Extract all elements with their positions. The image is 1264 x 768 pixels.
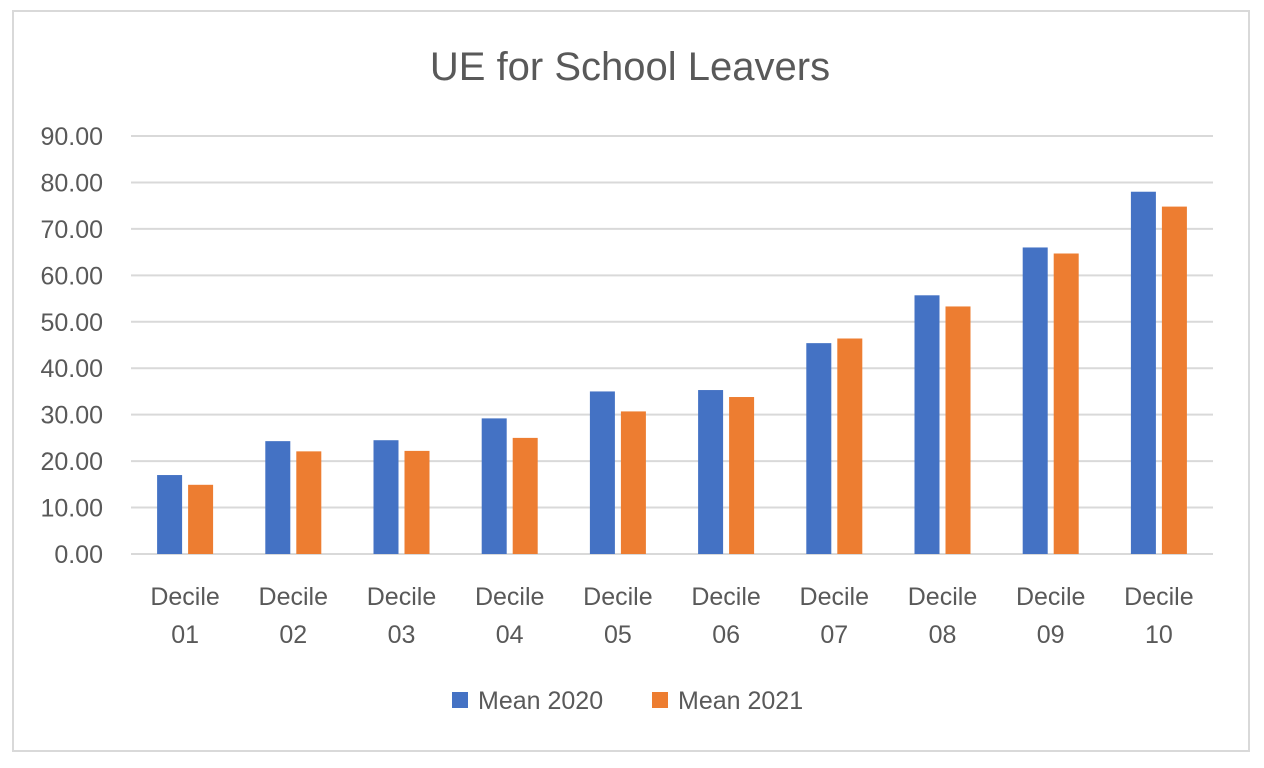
bar-mean-2020-8 [914,295,940,554]
x-category-label: Decile [800,583,869,611]
y-tick-label: 90.00 [40,123,103,151]
legend-label: Mean 2020 [478,687,603,715]
legend-swatch [452,692,468,708]
bar-mean-2020-4 [481,418,507,554]
y-tick-label: 20.00 [40,448,103,476]
x-category-label: 07 [820,621,848,649]
x-category-label: 05 [604,621,632,649]
y-tick-label: 30.00 [40,402,103,430]
x-category-label: Decile [1016,583,1085,611]
x-category-label: 01 [171,621,199,649]
bar-mean-2021-7 [837,338,863,554]
y-tick-label: 0.00 [54,541,103,569]
x-category-label: 08 [929,621,957,649]
bar-mean-2020-6 [698,390,724,554]
y-tick-label: 80.00 [40,169,103,197]
bar-mean-2020-5 [589,391,615,554]
bar-mean-2020-10 [1130,191,1156,554]
x-category-label: 03 [388,621,416,649]
y-tick-label: 10.00 [40,495,103,523]
y-tick-label: 50.00 [40,309,103,337]
gridlines [131,135,1213,555]
legend-swatch [652,692,668,708]
legend-label: Mean 2021 [678,687,803,715]
x-category-label: 04 [496,621,524,649]
bar-mean-2020-3 [373,440,399,554]
x-category-label: Decile [475,583,544,611]
legend: Mean 2020 Mean 2021 [452,687,803,715]
bar-mean-2021-10 [1161,206,1187,554]
bar-mean-2020-7 [806,343,832,554]
bar-mean-2021-8 [945,306,971,554]
x-category-label: Decile [691,583,760,611]
bar-mean-2021-1 [188,484,214,554]
bar-mean-2021-4 [512,437,538,554]
x-axis-categories: Decile 01 Decile 02 Decile 03 Decile 04 Decile 05… [150,583,1193,649]
x-category-label: Decile [150,583,219,611]
y-tick-label: 40.00 [40,355,103,383]
x-category-label: Decile [1124,583,1193,611]
bar-mean-2020-9 [1022,247,1048,554]
x-category-label: Decile [583,583,652,611]
bar-mean-2020-2 [265,441,291,554]
x-category-label: 10 [1145,621,1173,649]
x-category-label: 02 [279,621,307,649]
bar-mean-2021-3 [404,450,430,554]
y-axis-ticks: 0.00 10.00 20.00 30.00 40.00 50.00 60.00 70.00 8… [40,123,103,569]
bar-mean-2021-2 [296,451,322,554]
x-category-label: Decile [367,583,436,611]
chart-title: UE for School Leavers [430,45,830,89]
x-category-label: Decile [908,583,977,611]
x-category-label: 09 [1037,621,1065,649]
bar-mean-2020-1 [157,475,183,554]
x-category-label: Decile [259,583,328,611]
bars [157,191,1187,554]
bar-mean-2021-6 [729,397,755,554]
bar-mean-2021-5 [620,411,646,554]
y-tick-label: 60.00 [40,262,103,290]
x-category-label: 06 [712,621,740,649]
y-tick-label: 70.00 [40,216,103,244]
bar-mean-2021-9 [1053,253,1079,554]
